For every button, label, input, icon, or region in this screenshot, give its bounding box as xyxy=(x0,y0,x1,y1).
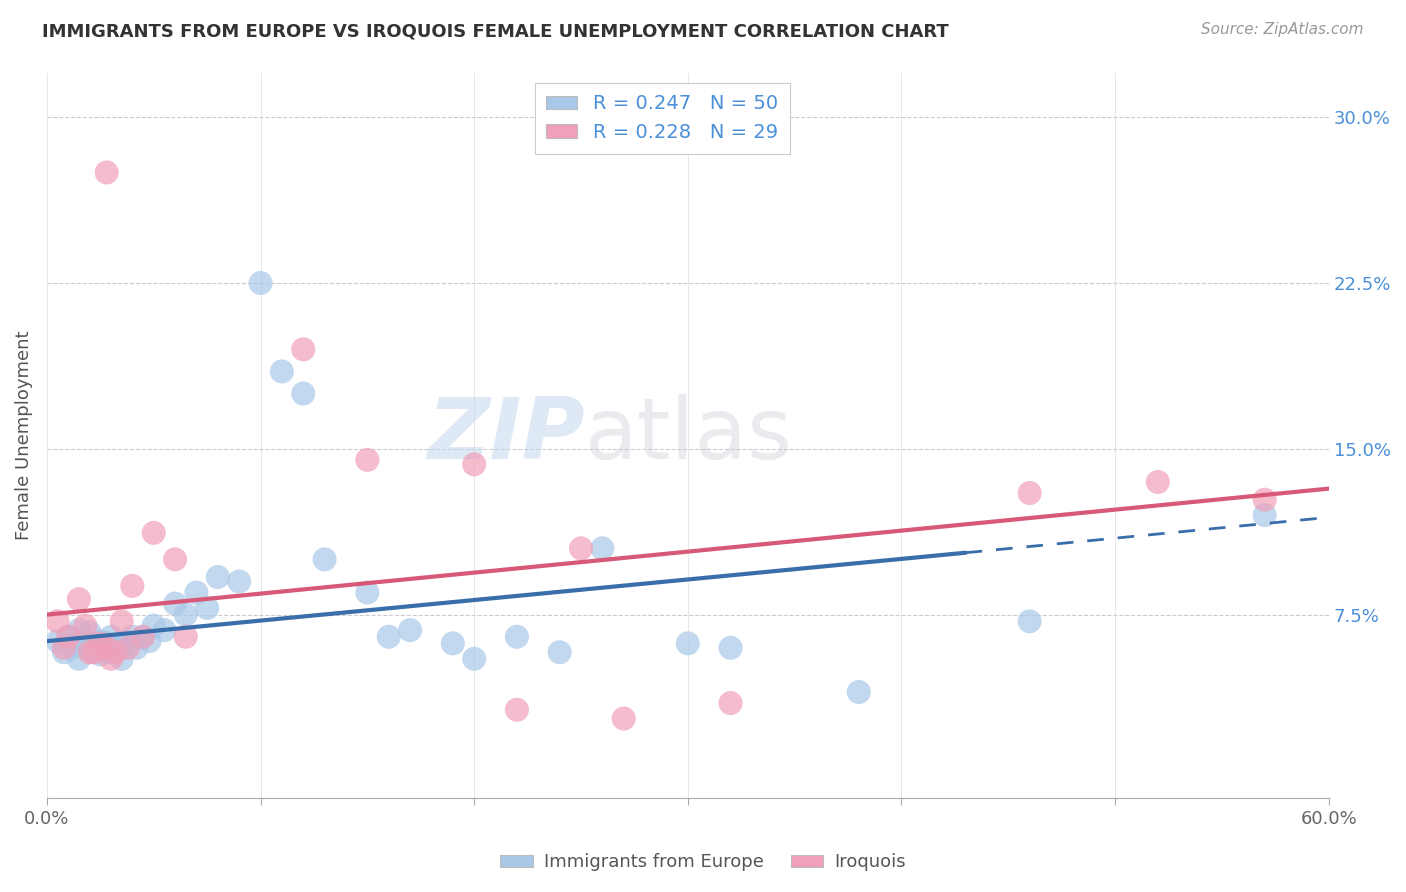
Point xyxy=(506,630,529,644)
Point xyxy=(314,552,336,566)
Point xyxy=(142,618,165,632)
Point xyxy=(174,630,197,644)
Point xyxy=(67,652,90,666)
Point xyxy=(1253,492,1275,507)
Legend: R = 0.247   N = 50, R = 0.228   N = 29: R = 0.247 N = 50, R = 0.228 N = 29 xyxy=(534,83,790,153)
Point xyxy=(186,585,208,599)
Point xyxy=(104,640,127,655)
Point xyxy=(292,386,315,401)
Point xyxy=(1147,475,1170,489)
Point xyxy=(132,630,155,644)
Point xyxy=(207,570,229,584)
Point xyxy=(100,652,122,666)
Text: IMMIGRANTS FROM EUROPE VS IROQUOIS FEMALE UNEMPLOYMENT CORRELATION CHART: IMMIGRANTS FROM EUROPE VS IROQUOIS FEMAL… xyxy=(42,22,949,40)
Point xyxy=(125,640,148,655)
Point xyxy=(46,634,69,648)
Point xyxy=(108,636,131,650)
Point xyxy=(270,364,292,378)
Point xyxy=(53,640,76,655)
Point xyxy=(174,607,197,622)
Point xyxy=(89,636,111,650)
Point xyxy=(377,630,399,644)
Point xyxy=(591,541,613,556)
Point xyxy=(613,712,636,726)
Point xyxy=(89,648,111,662)
Text: Source: ZipAtlas.com: Source: ZipAtlas.com xyxy=(1201,22,1364,37)
Point xyxy=(96,636,118,650)
Point xyxy=(142,525,165,540)
Point xyxy=(53,645,76,659)
Point xyxy=(356,585,378,599)
Point xyxy=(1018,614,1040,628)
Point xyxy=(720,640,742,655)
Point xyxy=(138,634,160,648)
Point xyxy=(356,453,378,467)
Point xyxy=(569,541,592,556)
Y-axis label: Female Unemployment: Female Unemployment xyxy=(15,331,32,541)
Point xyxy=(79,645,101,659)
Point xyxy=(117,640,139,655)
Point xyxy=(121,630,143,644)
Point xyxy=(292,343,315,357)
Point xyxy=(153,623,176,637)
Point xyxy=(463,652,485,666)
Point xyxy=(58,630,80,644)
Point xyxy=(104,645,127,659)
Point xyxy=(463,458,485,472)
Point xyxy=(548,645,571,659)
Point xyxy=(79,625,101,640)
Point xyxy=(96,640,118,655)
Point xyxy=(62,640,84,655)
Point xyxy=(87,640,110,655)
Point xyxy=(67,623,90,637)
Point xyxy=(79,640,101,655)
Point xyxy=(75,636,97,650)
Point xyxy=(89,634,111,648)
Text: ZIP: ZIP xyxy=(427,394,585,477)
Point xyxy=(83,645,105,659)
Point xyxy=(100,630,122,644)
Point xyxy=(75,618,97,632)
Point xyxy=(117,636,139,650)
Point xyxy=(506,703,529,717)
Point xyxy=(111,652,134,666)
Point xyxy=(67,592,90,607)
Point xyxy=(121,579,143,593)
Point xyxy=(676,636,699,650)
Point xyxy=(165,597,187,611)
Legend: Immigrants from Europe, Iroquois: Immigrants from Europe, Iroquois xyxy=(494,847,912,879)
Point xyxy=(720,696,742,710)
Point xyxy=(58,630,80,644)
Text: atlas: atlas xyxy=(585,394,793,477)
Point xyxy=(399,623,422,637)
Point xyxy=(96,165,118,179)
Point xyxy=(1018,486,1040,500)
Point xyxy=(848,685,870,699)
Point xyxy=(83,645,105,659)
Point xyxy=(112,640,135,655)
Point xyxy=(195,601,218,615)
Point xyxy=(249,276,271,290)
Point xyxy=(165,552,187,566)
Point xyxy=(100,645,122,659)
Point xyxy=(1253,508,1275,523)
Point xyxy=(111,614,134,628)
Point xyxy=(228,574,250,589)
Point xyxy=(441,636,464,650)
Point xyxy=(46,614,69,628)
Point xyxy=(132,630,155,644)
